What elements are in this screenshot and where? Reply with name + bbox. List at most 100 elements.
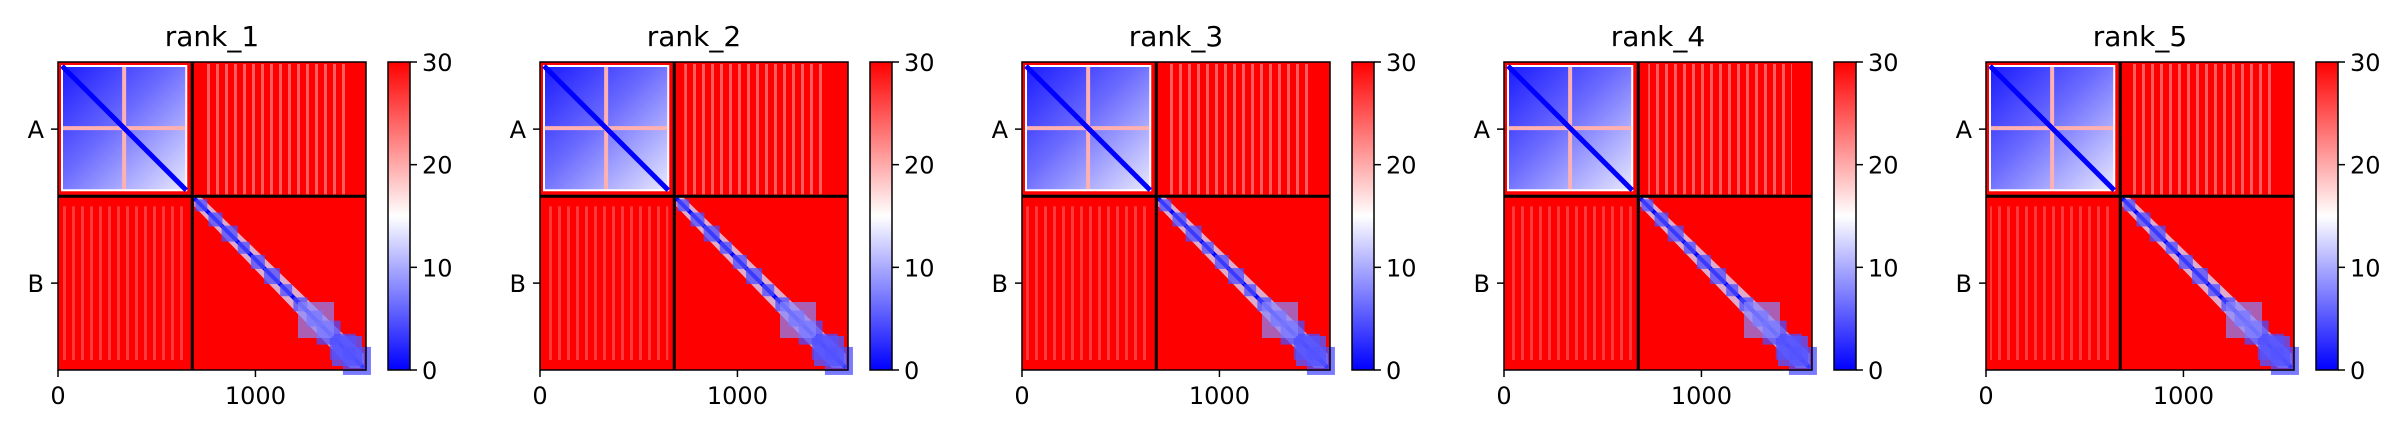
chain-b-domain bbox=[237, 241, 250, 254]
panel-title: rank_4 bbox=[1611, 20, 1705, 53]
chain-b-domain bbox=[2165, 241, 2178, 254]
heatmap-panel: rank_3 A B 0 1000 0 10 20 30 bbox=[992, 20, 1417, 410]
panel-title: rank_2 bbox=[647, 20, 741, 53]
chain-b-domain bbox=[690, 212, 705, 227]
chain-b-domain bbox=[332, 336, 362, 366]
chain-b-domain bbox=[2226, 302, 2262, 338]
y-tick-label: A bbox=[28, 116, 45, 144]
chain-a-outline bbox=[61, 65, 188, 192]
x-tick-label: 0 bbox=[1496, 382, 1511, 410]
chain-b-domain bbox=[1683, 241, 1696, 254]
chain-a-diagonal bbox=[1024, 64, 1153, 193]
heatmap-frame bbox=[57, 61, 367, 371]
chain-b-domain bbox=[1262, 302, 1298, 338]
inter-chain-block-ba bbox=[62, 206, 187, 360]
x-tick-label: 0 bbox=[532, 382, 547, 410]
y-tick-label: B bbox=[1956, 270, 1972, 298]
chain-b-domain bbox=[1185, 225, 1202, 242]
chain-a-diagonal bbox=[60, 64, 189, 193]
chain-b-domain bbox=[250, 254, 265, 269]
colorbar-tick-label: 30 bbox=[2350, 49, 2381, 77]
chain-b-domain bbox=[746, 268, 763, 285]
y-tick-label: B bbox=[28, 270, 44, 298]
chain-b-domain bbox=[1696, 254, 1711, 269]
chain-b-domain bbox=[732, 254, 747, 269]
colorbar-tick-label: 20 bbox=[422, 152, 453, 180]
chain-b-domain bbox=[2136, 212, 2151, 227]
chain-b-domain bbox=[221, 225, 238, 242]
heatmap-frame bbox=[1503, 61, 1813, 371]
inter-chain-block-ab bbox=[202, 64, 346, 195]
chain-b-domain bbox=[208, 212, 223, 227]
colorbar-tick-label: 30 bbox=[422, 49, 453, 77]
colorbar-tick-label: 30 bbox=[1868, 49, 1899, 77]
chain-a-outline bbox=[1025, 65, 1152, 192]
chain-b-domain bbox=[2123, 199, 2136, 212]
colorbar bbox=[2315, 61, 2339, 371]
chain-b-domain bbox=[780, 302, 816, 338]
chain-b-domain bbox=[1228, 268, 1245, 285]
chain-b-domain bbox=[298, 302, 334, 338]
chain-b-domain bbox=[719, 241, 732, 254]
chain-b-domain bbox=[1726, 284, 1739, 297]
heatmap-frame bbox=[1021, 61, 1331, 371]
chain-b-domain bbox=[1244, 284, 1257, 297]
chain-b-domain bbox=[677, 199, 690, 212]
x-tick-label: 1000 bbox=[225, 382, 286, 410]
heatmap-frame bbox=[539, 61, 849, 371]
chain-b-domain bbox=[1201, 241, 1214, 254]
colorbar-tick-label: 0 bbox=[1386, 357, 1401, 385]
panel-title: rank_5 bbox=[2093, 20, 2187, 53]
inter-chain-block-ab bbox=[2130, 64, 2274, 195]
chain-a-outline bbox=[543, 65, 670, 192]
chain-b-domain bbox=[1710, 268, 1727, 285]
chain-b-domain bbox=[2149, 225, 2166, 242]
inter-chain-block-ba bbox=[1990, 206, 2115, 360]
inter-chain-block-ab bbox=[684, 64, 828, 195]
chain-b-domain bbox=[703, 225, 720, 242]
chain-a-outline bbox=[1507, 65, 1634, 192]
colorbar-tick-label: 0 bbox=[1868, 357, 1883, 385]
y-tick-label: B bbox=[1474, 270, 1490, 298]
chain-b-domain bbox=[1214, 254, 1229, 269]
y-tick-label: A bbox=[1956, 116, 1973, 144]
x-tick-label: 0 bbox=[50, 382, 65, 410]
heatmap-frame bbox=[1985, 61, 2295, 371]
colorbar bbox=[1351, 61, 1375, 371]
y-tick-label: A bbox=[992, 116, 1009, 144]
chain-b-domain bbox=[1641, 199, 1654, 212]
inter-chain-block-ab bbox=[1166, 64, 1310, 195]
colorbar-tick-label: 10 bbox=[1868, 254, 1899, 282]
colorbar-tick-label: 30 bbox=[1386, 49, 1417, 77]
x-tick-label: 0 bbox=[1978, 382, 1993, 410]
x-tick-label: 1000 bbox=[1189, 382, 1250, 410]
panel-title: rank_1 bbox=[165, 20, 259, 53]
y-tick-label: A bbox=[1474, 116, 1491, 144]
chain-b-domain bbox=[195, 199, 208, 212]
colorbar-tick-label: 20 bbox=[904, 152, 935, 180]
colorbar-tick-label: 30 bbox=[904, 49, 935, 77]
chain-b-domain bbox=[2178, 254, 2193, 269]
x-tick-label: 1000 bbox=[2153, 382, 2214, 410]
colorbar-tick-label: 10 bbox=[2350, 254, 2381, 282]
colorbar-tick-label: 10 bbox=[422, 254, 453, 282]
heatmap-panel: rank_2 A B 0 1000 0 10 20 30 bbox=[510, 20, 935, 410]
chain-b-domain bbox=[814, 336, 844, 366]
chain-b-domain bbox=[1654, 212, 1669, 227]
chain-a-outline bbox=[1989, 65, 2116, 192]
colorbar-tick-label: 20 bbox=[2350, 152, 2381, 180]
panel-title: rank_3 bbox=[1129, 20, 1223, 53]
heatmap-panel: rank_5 A B 0 1000 0 10 20 30 bbox=[1956, 20, 2381, 410]
chain-b-domain bbox=[1159, 199, 1172, 212]
colorbar bbox=[1833, 61, 1857, 371]
chain-b-domain bbox=[264, 268, 281, 285]
colorbar-tick-label: 20 bbox=[1386, 152, 1417, 180]
chain-b-domain bbox=[280, 284, 293, 297]
colorbar-tick-label: 0 bbox=[2350, 357, 2365, 385]
x-tick-label: 0 bbox=[1014, 382, 1029, 410]
inter-chain-block-ab bbox=[1648, 64, 1792, 195]
chain-a-diagonal bbox=[1506, 64, 1635, 193]
inter-chain-block-ba bbox=[544, 206, 669, 360]
colorbar-tick-label: 0 bbox=[904, 357, 919, 385]
colorbar bbox=[387, 61, 411, 371]
